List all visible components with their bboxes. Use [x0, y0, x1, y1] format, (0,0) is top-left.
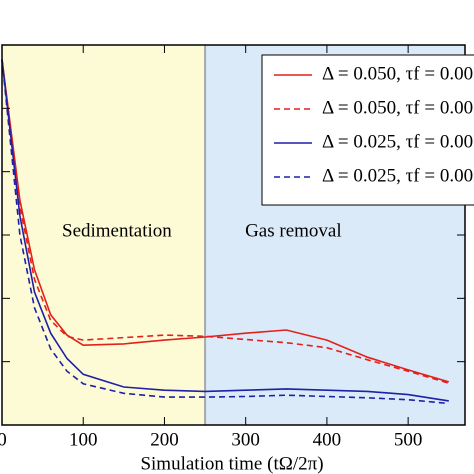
x-tick-label: 400 — [313, 429, 342, 450]
legend-box — [261, 54, 474, 206]
x-tick-label: 0 — [0, 429, 7, 450]
series-line — [1, 59, 449, 402]
region-label: Gas removal — [245, 220, 342, 241]
x-axis-label: Simulation time (tΩ/2π) — [140, 453, 323, 474]
region-label: Sedimentation — [62, 220, 172, 241]
series-line — [1, 59, 449, 405]
legend-label: Δ = 0.050, τf = 0.001 — [322, 63, 474, 84]
x-tick-label: 100 — [69, 429, 98, 450]
x-tick-label: 300 — [231, 429, 260, 450]
region — [2, 45, 206, 425]
x-tick-label: 200 — [150, 429, 179, 450]
legend-label: Δ = 0.050, τf = 0.002 — [322, 97, 474, 118]
plot-area: Sedimentation Gas removal — [1, 45, 465, 425]
legend-label: Δ = 0.025, τf = 0.002 — [322, 165, 474, 186]
series-line — [1, 59, 450, 383]
legend-label: Δ = 0.025, τf = 0.001 — [322, 131, 474, 152]
x-tick-label: 500 — [394, 429, 423, 450]
